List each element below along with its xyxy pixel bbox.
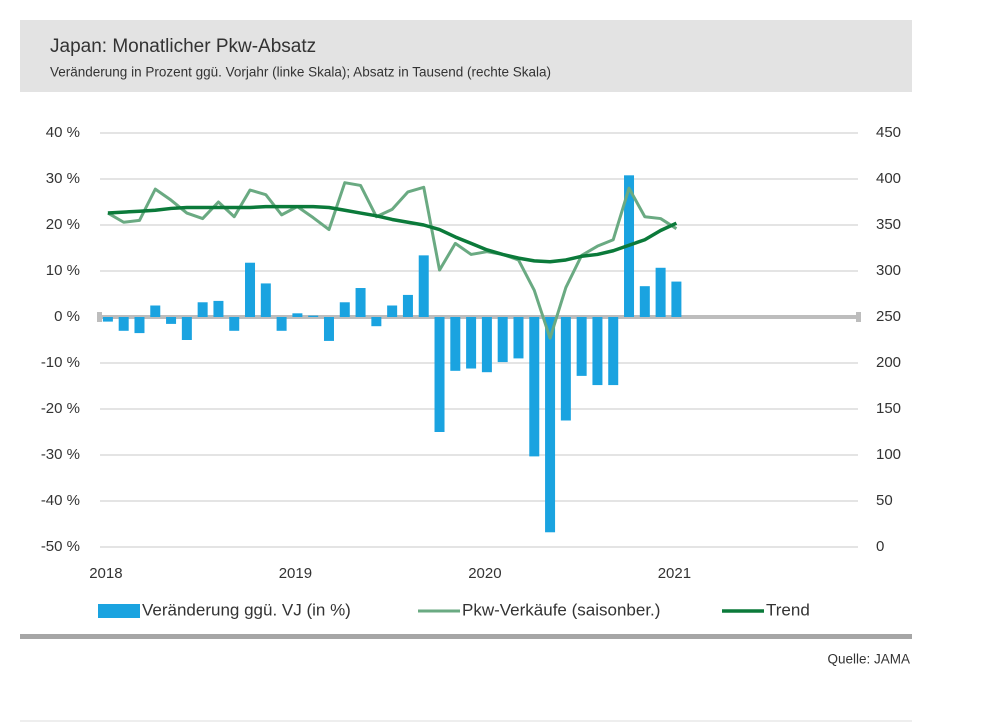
bar bbox=[339, 302, 350, 317]
bar bbox=[592, 317, 603, 386]
bar bbox=[481, 317, 492, 373]
bar bbox=[166, 317, 177, 324]
y-tick-label: -20 % bbox=[41, 400, 80, 417]
x-tick-label: 2021 bbox=[658, 565, 691, 582]
bar bbox=[529, 317, 540, 457]
bar bbox=[608, 317, 619, 386]
bar bbox=[513, 317, 524, 359]
axis-cap bbox=[856, 312, 861, 322]
y-tick-label: -40 % bbox=[41, 492, 80, 509]
bar bbox=[545, 317, 556, 533]
bar bbox=[134, 317, 145, 334]
bar bbox=[560, 317, 571, 421]
legend-label: Pkw-Verkäufe (saisonber.) bbox=[462, 600, 660, 619]
y2-tick-label: 300 bbox=[876, 262, 901, 279]
legend-label: Trend bbox=[766, 600, 810, 619]
footer-rule bbox=[20, 634, 912, 639]
y2-tick-label: 50 bbox=[876, 492, 893, 509]
x-tick-label: 2018 bbox=[89, 565, 122, 582]
y2-tick-label: 400 bbox=[876, 170, 901, 187]
y-tick-label: 40 % bbox=[46, 124, 80, 141]
chart-title: Japan: Monatlicher Pkw-Absatz bbox=[50, 36, 316, 57]
y-tick-label: 30 % bbox=[46, 170, 80, 187]
y2-tick-label: 450 bbox=[876, 124, 901, 141]
chart-subtitle: Veränderung in Prozent ggü. Vorjahr (lin… bbox=[50, 65, 551, 80]
y-tick-label: 0 % bbox=[54, 308, 80, 325]
bar bbox=[292, 313, 303, 317]
legend-swatch bbox=[98, 604, 140, 618]
bar bbox=[355, 288, 366, 317]
bar bbox=[371, 317, 382, 327]
bar bbox=[213, 300, 224, 317]
bar bbox=[323, 317, 334, 341]
bar bbox=[418, 255, 429, 317]
bar bbox=[308, 315, 319, 317]
title-box bbox=[20, 20, 912, 92]
line bbox=[107, 204, 678, 264]
axis-cap bbox=[97, 312, 102, 322]
y2-tick-label: 200 bbox=[876, 354, 901, 371]
y-tick-label: -50 % bbox=[41, 538, 80, 555]
bar bbox=[639, 286, 650, 317]
bar bbox=[229, 317, 240, 331]
bar bbox=[466, 317, 477, 369]
x-tick-label: 2020 bbox=[468, 565, 501, 582]
bar bbox=[450, 317, 461, 371]
bar bbox=[276, 317, 287, 331]
y2-tick-label: 150 bbox=[876, 400, 901, 417]
legend-label: Veränderung ggü. VJ (in %) bbox=[142, 600, 351, 619]
bar bbox=[497, 317, 508, 363]
bar bbox=[671, 281, 682, 317]
bar bbox=[118, 317, 129, 331]
y2-tick-label: 250 bbox=[876, 308, 901, 325]
bar bbox=[387, 305, 398, 317]
bar bbox=[434, 317, 445, 432]
bar bbox=[576, 317, 587, 376]
bar bbox=[245, 262, 256, 317]
bar bbox=[260, 283, 271, 317]
y-tick-label: 20 % bbox=[46, 216, 80, 233]
bar bbox=[655, 267, 666, 317]
y2-tick-label: 350 bbox=[876, 216, 901, 233]
bar bbox=[150, 305, 161, 317]
y-tick-label: 10 % bbox=[46, 262, 80, 279]
source: Quelle: JAMA bbox=[827, 652, 910, 667]
bar bbox=[181, 317, 192, 340]
y-tick-label: -30 % bbox=[41, 446, 80, 463]
bar bbox=[102, 317, 113, 322]
y-tick-label: -10 % bbox=[41, 354, 80, 371]
y2-tick-label: 0 bbox=[876, 538, 884, 555]
x-tick-label: 2019 bbox=[279, 565, 312, 582]
bar bbox=[402, 294, 413, 317]
bar bbox=[197, 302, 208, 317]
y2-tick-label: 100 bbox=[876, 446, 901, 463]
